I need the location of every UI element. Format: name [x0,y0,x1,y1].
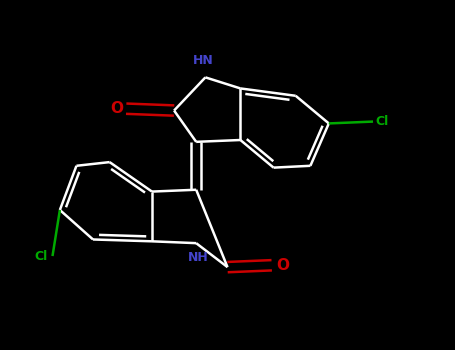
Text: Cl: Cl [35,250,48,262]
Text: NH: NH [187,251,208,264]
Text: Cl: Cl [376,115,389,128]
Text: O: O [276,258,289,273]
Text: HN: HN [193,54,214,67]
Text: O: O [111,101,123,116]
